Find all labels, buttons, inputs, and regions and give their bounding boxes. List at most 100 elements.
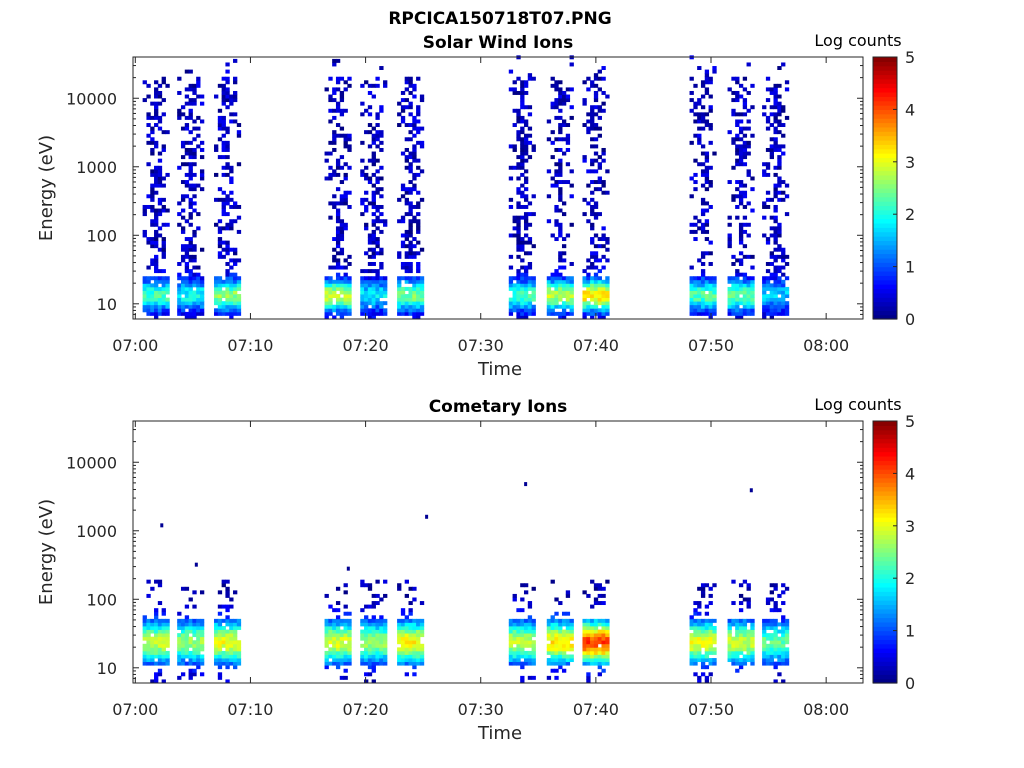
cometary-cell (188, 636, 193, 641)
solar-wind-cell (375, 180, 380, 185)
cometary-cell (731, 654, 736, 659)
cometary-cell (708, 672, 713, 677)
cometary-cell (217, 672, 223, 677)
solar-wind-cell (412, 244, 417, 249)
solar-wind-cell (512, 276, 517, 281)
solar-wind-cell (523, 83, 529, 88)
solar-wind-cell (590, 83, 595, 88)
cometary-cell (531, 647, 536, 652)
solar-wind-cell (233, 279, 238, 284)
solar-wind-cell (199, 94, 205, 99)
solar-wind-cell (383, 219, 388, 224)
solar-wind-cell (221, 283, 226, 288)
solar-wind-cell (229, 272, 234, 277)
solar-wind-cell (180, 162, 186, 167)
solar-wind-cell (335, 244, 341, 249)
cometary-cell (324, 665, 329, 670)
solar-wind-cell (773, 115, 778, 120)
cometary-cell (781, 650, 786, 655)
solar-wind-cell (343, 258, 348, 263)
solar-wind-cell (746, 279, 751, 284)
solar-wind-cell (697, 286, 702, 291)
solar-wind-cell (161, 98, 166, 103)
cometary-cell (601, 661, 606, 666)
cometary-cell (508, 643, 514, 648)
solar-wind-cell (412, 172, 417, 177)
cometary-cell (165, 633, 170, 638)
solar-wind-cell (769, 286, 774, 291)
solar-wind-cell (146, 83, 151, 88)
cometary-cell (225, 629, 230, 634)
cometary-cell (784, 622, 790, 627)
solar-wind-cell (516, 112, 521, 117)
cometary-cell (192, 618, 197, 623)
solar-wind-cell (565, 297, 571, 302)
solar-wind-cell (383, 311, 388, 316)
solar-wind-cell (236, 297, 242, 302)
cometary-cell (188, 668, 193, 673)
solar-wind-cell (364, 197, 369, 202)
solar-wind-cell (735, 311, 740, 316)
solar-wind-cell (146, 240, 151, 245)
cometary-cell (565, 640, 571, 645)
solar-wind-cell (364, 251, 369, 256)
cometary-cell (419, 618, 425, 623)
solar-wind-cell (700, 197, 706, 202)
cometary-cell (397, 650, 402, 655)
solar-wind-cell (565, 94, 571, 99)
cometary-cell (508, 636, 514, 641)
cometary-cell (731, 601, 736, 606)
solar-wind-cell (233, 301, 238, 306)
cometary-cell (180, 640, 186, 645)
solar-wind-cell (196, 126, 201, 131)
solar-wind-cell (408, 240, 413, 245)
solar-wind-cell (371, 261, 376, 266)
solar-wind-cell (738, 251, 744, 256)
cometary-cell (597, 672, 602, 677)
solar-wind-cell (561, 283, 567, 288)
cometary-cell (335, 618, 341, 623)
solar-wind-cell (184, 162, 190, 167)
solar-wind-cell (142, 233, 147, 238)
cometary-cell (332, 622, 337, 627)
cometary-colorbar-tick-label: 3 (905, 517, 915, 536)
cometary-cell (371, 654, 376, 659)
solar-wind-cell (582, 123, 587, 128)
cometary-cell (416, 629, 421, 634)
solar-wind-cell (412, 94, 417, 99)
solar-wind-cell (347, 311, 352, 316)
solar-wind-cell (781, 197, 786, 202)
solar-wind-cell (593, 258, 599, 263)
solar-wind-ylabel: Energy (eV) (36, 135, 57, 241)
solar-wind-cell (397, 297, 402, 302)
cometary-cell (236, 625, 242, 630)
solar-wind-cell (762, 304, 767, 309)
cometary-cell (700, 665, 706, 670)
solar-wind-cell (561, 276, 567, 281)
cometary-cell (225, 658, 230, 663)
solar-wind-cell (229, 315, 234, 320)
solar-wind-cell (404, 165, 409, 170)
solar-wind-cell (371, 294, 376, 299)
solar-wind-cell (738, 201, 744, 206)
cometary-cell (383, 636, 388, 641)
cometary-cell (558, 622, 563, 627)
cometary-colorbar-step (873, 438, 897, 444)
solar-wind-cell (188, 155, 193, 160)
solar-wind-cell (221, 308, 226, 313)
solar-wind-cell (371, 126, 376, 131)
solar-wind-cell (408, 219, 413, 224)
solar-wind-cell (765, 126, 771, 131)
solar-wind-heatmap (142, 55, 790, 320)
solar-wind-cell (597, 187, 602, 192)
solar-wind-cell (221, 290, 226, 295)
cometary-cell (192, 640, 197, 645)
cometary-ytick-label: 100 (86, 590, 117, 609)
solar-wind-cell (221, 133, 226, 138)
solar-wind-cell (704, 308, 710, 313)
cometary-cell (516, 647, 521, 652)
solar-wind-cell (777, 265, 782, 270)
solar-wind-cell (180, 276, 186, 281)
solar-wind-cell (516, 311, 521, 316)
solar-wind-cell (558, 87, 563, 92)
